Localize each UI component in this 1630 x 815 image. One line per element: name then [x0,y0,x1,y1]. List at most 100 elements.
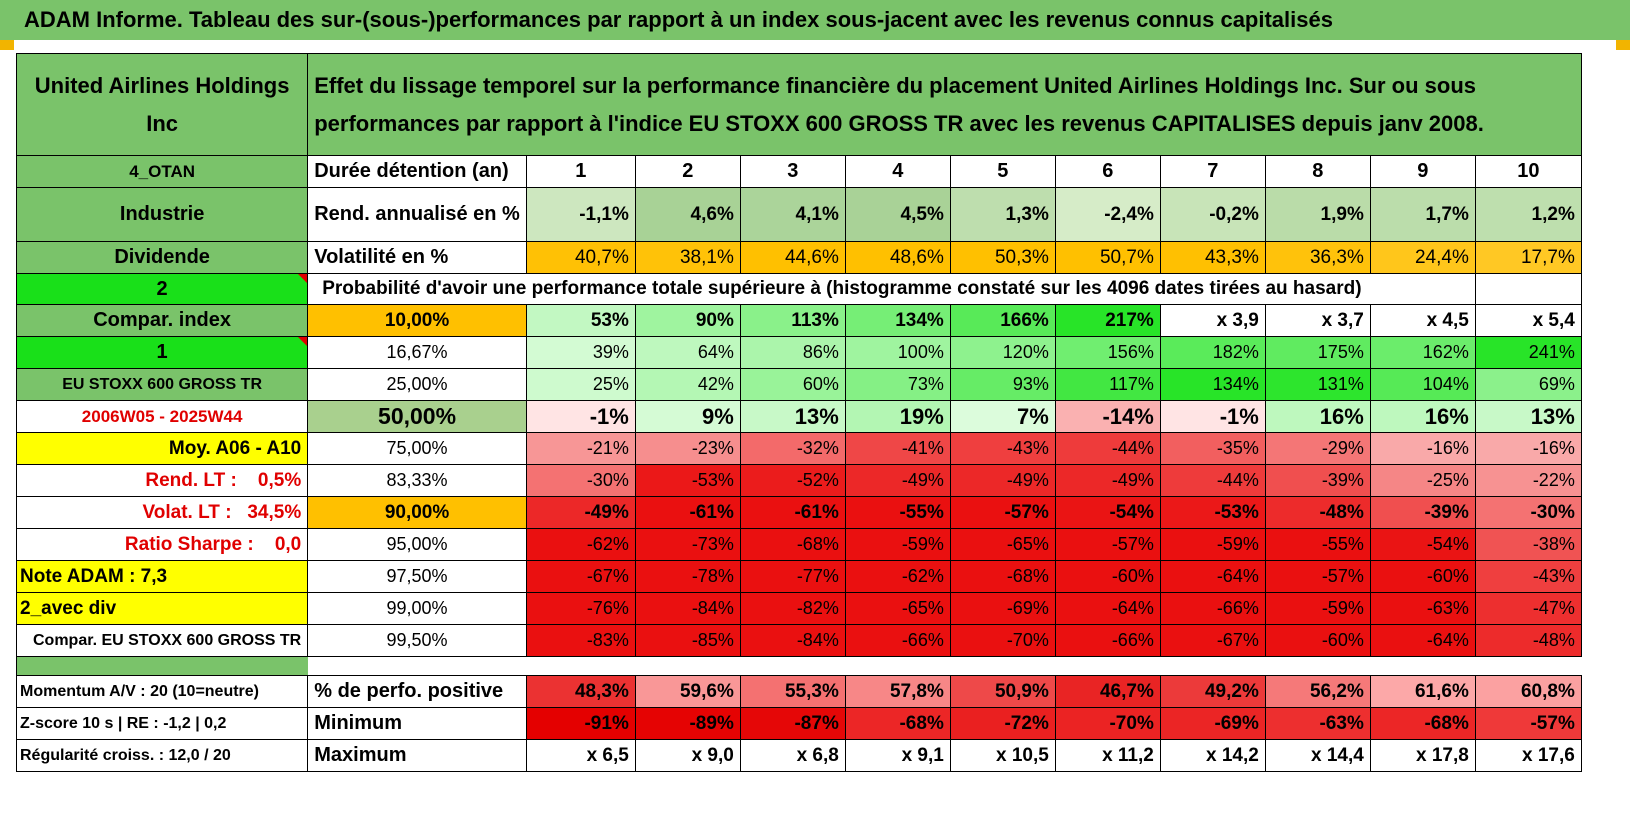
performance-cell: 117% [1054,368,1161,401]
spacer-cell [15,656,308,676]
row-label: % de perfo. positive [307,675,527,708]
performance-cell: -49% [844,464,951,497]
performance-cell: -66% [1054,624,1161,657]
holding-years-cell: 10 [1474,155,1582,188]
performance-cell: -1% [1159,400,1266,433]
performance-cell: 182% [1159,336,1266,369]
statistic-cell: x 6,5 [525,739,636,772]
statistic-cell: -87% [739,707,846,740]
performance-cell: -59% [844,528,951,561]
performance-cell: -57% [949,496,1056,529]
performance-cell: 241% [1474,336,1582,369]
side-label: 1 [15,336,309,369]
performance-cell: -49% [525,496,636,529]
statistic-cell: 59,6% [634,675,741,708]
performance-cell: -66% [1159,592,1266,625]
performance-cell: -41% [844,432,951,465]
performance-cell: -60% [1264,624,1371,657]
performance-cell: x 4,5 [1369,304,1476,337]
statistic-cell: x 6,8 [739,739,846,772]
side-label: Régularité croiss. : 12,0 / 20 [15,739,309,772]
quantile-row: 1 16,67% 39% 64% 86% 100% 120% 156% 182% 175% 162%… [15,336,1582,369]
performance-cell: -32% [739,432,846,465]
performance-cell: -82% [739,592,846,625]
performance-cell: -1% [525,400,636,433]
performance-cell: -77% [739,560,846,593]
performance-cell: -14% [1054,400,1161,433]
statistic-cell: x 14,4 [1264,739,1371,772]
performance-cell: 166% [949,304,1056,337]
performance-cell: -57% [1054,528,1161,561]
description-cell: Effet du lissage temporel sur la perform… [307,53,1582,156]
volatility-cell: 40,7% [525,241,636,274]
volatility-cell: 50,3% [949,241,1056,274]
holding-years-cell: 6 [1054,155,1161,188]
performance-cell: x 5,4 [1474,304,1582,337]
volatility-cell: 43,3% [1159,241,1266,274]
return-row: Industrie Rend. annualisé en % -1,1% 4,6% 4,… [15,187,1582,242]
statistic-cell: -89% [634,707,741,740]
return-cell: -1,1% [525,187,636,242]
performance-cell: -70% [949,624,1056,657]
statistic-cell: 49,2% [1159,675,1266,708]
statistic-cell: -70% [1054,707,1161,740]
report-title: ADAM Informe. Tableau des sur-(sous-)per… [0,0,1630,40]
performance-cell: 53% [525,304,636,337]
performance-cell: 25% [525,368,636,401]
statistic-cell: 46,7% [1054,675,1161,708]
statistic-cell: 55,3% [739,675,846,708]
statistic-cell: 61,6% [1369,675,1476,708]
statistic-cell: -91% [525,707,636,740]
performance-cell: -39% [1264,464,1371,497]
performance-cell: -43% [1474,560,1582,593]
performance-cell: -44% [1054,432,1161,465]
volatility-cell: 38,1% [634,241,741,274]
performance-cell: -84% [634,592,741,625]
performance-cell: -65% [844,592,951,625]
performance-table-frame: United Airlines Holdings Inc Effet du lis… [15,53,1614,813]
performance-cell: -53% [1159,496,1266,529]
stats-row: Régularité croiss. : 12,0 / 20 Maximum x 6… [15,739,1582,772]
return-cell: 4,6% [634,187,741,242]
holding-years-cell: 2 [634,155,741,188]
side-label: 2 [15,273,309,305]
performance-cell: -59% [1264,592,1371,625]
performance-cell: 42% [634,368,741,401]
holding-years-cell: 9 [1369,155,1476,188]
performance-cell: 113% [739,304,846,337]
performance-cell: -61% [739,496,846,529]
quantile-row: Compar. EU STOXX 600 GROSS TR 99,50% -83% -… [15,624,1582,657]
performance-cell: -35% [1159,432,1266,465]
side-label: Compar. EU STOXX 600 GROSS TR [15,624,309,657]
holding-years-cell: 3 [739,155,846,188]
performance-cell: 162% [1369,336,1476,369]
performance-cell: -78% [634,560,741,593]
performance-cell: -60% [1054,560,1161,593]
performance-cell: -30% [525,464,636,497]
performance-cell: 16% [1369,400,1476,433]
performance-cell: -21% [525,432,636,465]
performance-cell: -48% [1474,624,1582,657]
statistic-cell: 57,8% [844,675,951,708]
performance-cell: -62% [525,528,636,561]
statistic-cell: 60,8% [1474,675,1582,708]
performance-table: United Airlines Holdings Inc Effet du lis… [15,53,1582,772]
side-label: Dividende [15,241,309,274]
row-label: Durée détention (an) [307,155,527,188]
performance-cell: 175% [1264,336,1371,369]
statistic-cell: 56,2% [1264,675,1371,708]
performance-cell: -63% [1369,592,1476,625]
performance-cell: x 3,7 [1264,304,1371,337]
quantile-cell: 75,00% [307,432,527,465]
volatility-cell: 50,7% [1054,241,1161,274]
performance-cell: -73% [634,528,741,561]
performance-cell: -85% [634,624,741,657]
performance-cell: 156% [1054,336,1161,369]
stats-row: Z-score 10 s | RE : -1,2 | 0,2 Minimum -91… [15,707,1582,740]
performance-cell: 16% [1264,400,1371,433]
performance-cell: -22% [1474,464,1582,497]
statistic-cell: 50,9% [949,675,1056,708]
row-label: Rend. annualisé en % [307,187,527,242]
spacer-cell [307,656,1582,676]
side-label: Industrie [15,187,309,242]
